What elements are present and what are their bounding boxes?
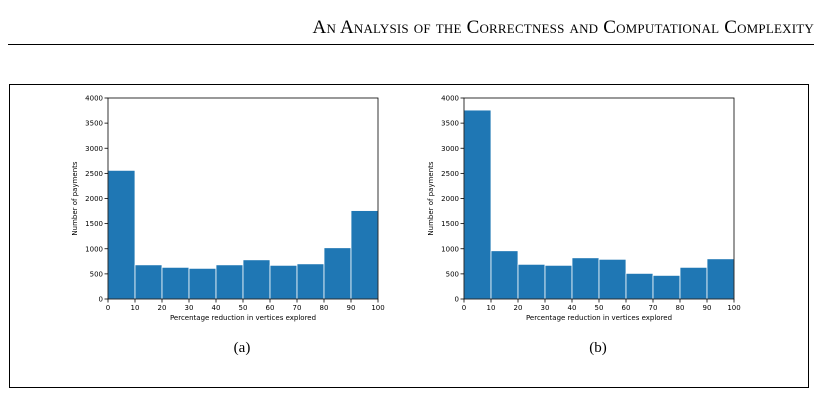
x-tick-label: 20 bbox=[514, 304, 523, 312]
y-axis-label: Number of payments bbox=[427, 161, 435, 235]
y-tick-label: 2500 bbox=[85, 170, 103, 178]
y-axis-label: Number of payments bbox=[71, 161, 79, 235]
histogram-bar bbox=[490, 250, 519, 300]
running-header: An Analysis of the Correctness and Compu… bbox=[312, 17, 814, 38]
y-tick-label: 4000 bbox=[85, 95, 103, 103]
y-tick-label: 4000 bbox=[441, 95, 459, 103]
x-tick-label: 10 bbox=[131, 304, 140, 312]
y-tick-label: 500 bbox=[446, 270, 459, 278]
x-tick-label: 50 bbox=[239, 304, 248, 312]
y-tick-label: 500 bbox=[90, 270, 103, 278]
histogram-bar bbox=[296, 263, 325, 300]
histogram-a: 0 10 20 30 40 50 60 70 80 90 100050010001500200025… bbox=[71, 95, 385, 323]
histogram-b: 0 10 20 30 40 50 60 70 80 90 100050010001500200025… bbox=[427, 95, 741, 323]
y-tick-label: 2000 bbox=[441, 195, 459, 203]
y-tick-label: 3500 bbox=[441, 120, 459, 128]
y-tick-label: 2500 bbox=[441, 170, 459, 178]
histogram-bar bbox=[242, 259, 271, 300]
x-tick-label: 90 bbox=[347, 304, 356, 312]
y-tick-label: 3000 bbox=[85, 145, 103, 153]
y-tick-label: 2000 bbox=[85, 195, 103, 203]
y-tick-label: 0 bbox=[455, 296, 459, 304]
x-tick-label: 50 bbox=[595, 304, 604, 312]
histogram-bar bbox=[517, 263, 546, 300]
histogram-bar bbox=[598, 258, 627, 300]
y-tick-label: 3000 bbox=[441, 145, 459, 153]
histogram-bar bbox=[161, 266, 190, 300]
histogram-bar bbox=[571, 257, 600, 300]
x-tick-label: 40 bbox=[212, 304, 221, 312]
caption-b: (b) bbox=[589, 340, 607, 356]
x-tick-label: 60 bbox=[622, 304, 631, 312]
histogram-bar bbox=[706, 258, 735, 300]
y-tick-label: 1500 bbox=[85, 220, 103, 228]
histogram-bar bbox=[350, 210, 379, 300]
x-tick-label: 30 bbox=[185, 304, 194, 312]
x-tick-label: 70 bbox=[649, 304, 658, 312]
y-tick-label: 1000 bbox=[441, 245, 459, 253]
histogram-bar bbox=[679, 266, 708, 300]
y-tick-label: 1000 bbox=[85, 245, 103, 253]
caption-a: (a) bbox=[233, 340, 251, 356]
x-tick-label: 70 bbox=[293, 304, 302, 312]
x-tick-label: 30 bbox=[541, 304, 550, 312]
x-tick-label: 80 bbox=[320, 304, 329, 312]
y-tick-label: 0 bbox=[99, 296, 103, 304]
histogram-bar bbox=[652, 274, 681, 300]
histogram-bar bbox=[463, 109, 492, 300]
x-tick-label: 10 bbox=[487, 304, 496, 312]
x-tick-label: 40 bbox=[568, 304, 577, 312]
x-axis-label: Percentage reduction in vertices explore… bbox=[526, 314, 672, 322]
histogram-bar bbox=[134, 264, 163, 300]
x-tick-label: 0 bbox=[462, 304, 466, 312]
x-tick-label: 100 bbox=[371, 304, 384, 312]
x-axis-label: Percentage reduction in vertices explore… bbox=[170, 314, 316, 322]
figure-frame bbox=[9, 84, 809, 388]
x-tick-label: 0 bbox=[106, 304, 110, 312]
histogram-bar bbox=[269, 264, 298, 300]
histogram-bar bbox=[323, 247, 352, 300]
header-rule bbox=[8, 44, 814, 45]
histogram-bar bbox=[107, 169, 136, 300]
histogram-bar bbox=[625, 272, 654, 300]
histogram-bar bbox=[215, 264, 244, 300]
x-tick-label: 80 bbox=[676, 304, 685, 312]
y-tick-label: 3500 bbox=[85, 120, 103, 128]
x-tick-label: 20 bbox=[158, 304, 167, 312]
x-tick-label: 60 bbox=[266, 304, 275, 312]
x-tick-label: 100 bbox=[727, 304, 740, 312]
y-tick-label: 1500 bbox=[441, 220, 459, 228]
x-tick-label: 90 bbox=[703, 304, 712, 312]
histogram-bar bbox=[188, 267, 217, 300]
histogram-bar bbox=[544, 264, 573, 300]
